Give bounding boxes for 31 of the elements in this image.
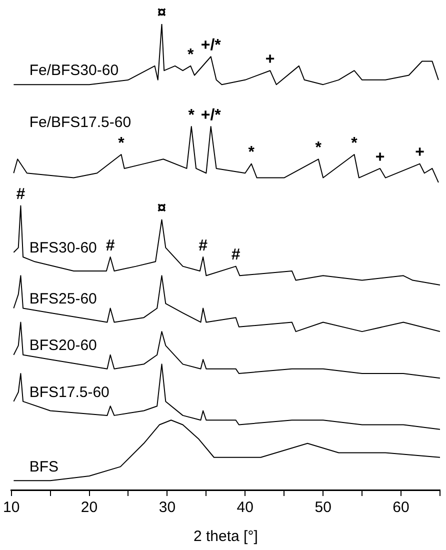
annotation: # bbox=[231, 246, 240, 264]
x-axis-title: 2 theta [°] bbox=[193, 528, 258, 546]
annotation: * bbox=[187, 46, 194, 64]
x-tick-label: 40 bbox=[236, 499, 254, 516]
annotation: +/* bbox=[200, 37, 222, 54]
series-label: Fe/BFS30-60 bbox=[29, 62, 119, 80]
annotation: * bbox=[315, 140, 322, 157]
x-tick-label: 60 bbox=[392, 499, 410, 516]
annotation: + bbox=[375, 148, 385, 166]
annotation: + bbox=[265, 51, 275, 68]
annotation: # bbox=[198, 237, 208, 254]
series-label: BFS30-60 bbox=[29, 239, 97, 256]
series-label: BFS20-60 bbox=[29, 337, 97, 354]
annotation: ¤ bbox=[157, 4, 166, 22]
annotation: * bbox=[188, 106, 196, 124]
x-tick-label: 10 bbox=[3, 499, 20, 516]
annotation: +/* bbox=[200, 106, 222, 124]
x-tick-label: 20 bbox=[80, 499, 98, 516]
annotation: * bbox=[351, 134, 358, 152]
x-tick-label: 50 bbox=[314, 499, 332, 516]
series-label: BFS25-60 bbox=[29, 290, 97, 308]
annotation: + bbox=[415, 144, 424, 162]
annotation: ¤ bbox=[157, 200, 166, 218]
series-label: BFS17.5-60 bbox=[29, 384, 110, 401]
annotation: # bbox=[106, 237, 115, 254]
annotation: # bbox=[16, 186, 26, 204]
x-tick-label: 30 bbox=[158, 499, 176, 516]
series-label: Fe/BFS17.5-60 bbox=[29, 114, 132, 132]
annotation: * bbox=[248, 144, 256, 162]
annotation: * bbox=[118, 134, 126, 152]
series-label: BFS bbox=[29, 458, 59, 476]
